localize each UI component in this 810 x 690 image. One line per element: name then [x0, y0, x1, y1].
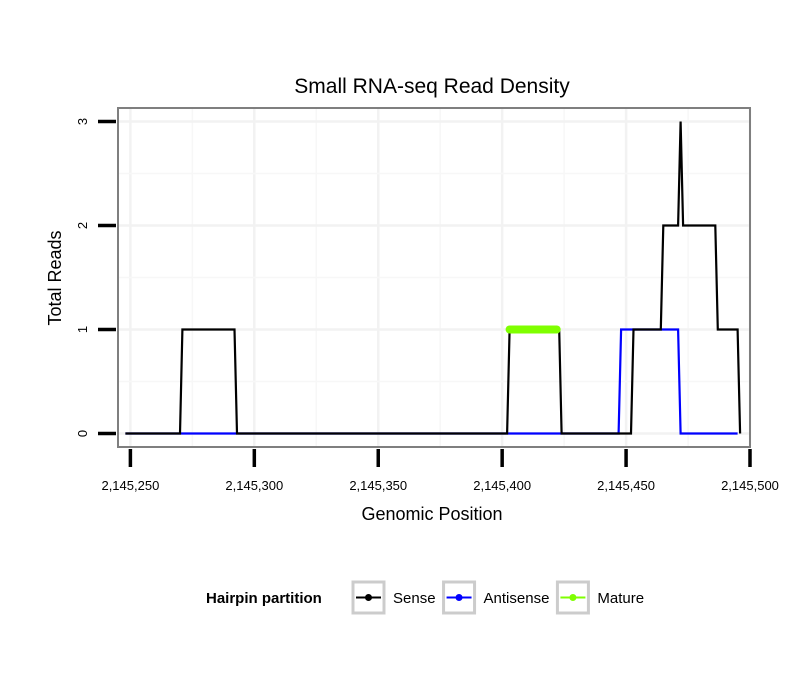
y-tick-label: 1 [75, 326, 90, 333]
y-tick-label: 2 [75, 222, 90, 229]
legend-label: Sense [393, 590, 436, 607]
y-tick-label: 3 [75, 118, 90, 125]
x-tick-label: 2,145,250 [101, 478, 159, 493]
x-axis: 2,145,250 2,145,300 2,145,350 2,145,400 2,14… [101, 449, 779, 493]
legend-item-sense: Sense [351, 580, 436, 615]
y-axis: 0 1 2 3 [75, 118, 116, 437]
series-layer [125, 121, 742, 435]
series-line-sense [125, 121, 742, 435]
legend-key-point [569, 594, 577, 601]
legend-item-antisense: Antisense [442, 580, 550, 615]
y-axis-title: Total Reads [45, 230, 65, 325]
legend: Hairpin partition Sense Antisense Mature [206, 580, 644, 615]
legend-item-mature: Mature [555, 580, 644, 615]
x-tick-label: 2,145,400 [473, 478, 531, 493]
x-tick-label: 2,145,350 [349, 478, 407, 493]
legend-title: Hairpin partition [206, 590, 322, 607]
x-axis-title: Genomic Position [361, 504, 502, 524]
plot-border [117, 107, 751, 448]
legend-key-point [365, 594, 372, 601]
legend-label: Antisense [484, 590, 550, 607]
y-tick-label: 0 [75, 430, 90, 437]
legend-key-point [455, 594, 463, 601]
chart-title: Small RNA-seq Read Density [294, 75, 570, 98]
legend-label: Mature [597, 590, 644, 607]
x-tick-label: 2,145,500 [721, 478, 779, 493]
x-tick-label: 2,145,450 [597, 478, 655, 493]
x-tick-label: 2,145,300 [225, 478, 283, 493]
